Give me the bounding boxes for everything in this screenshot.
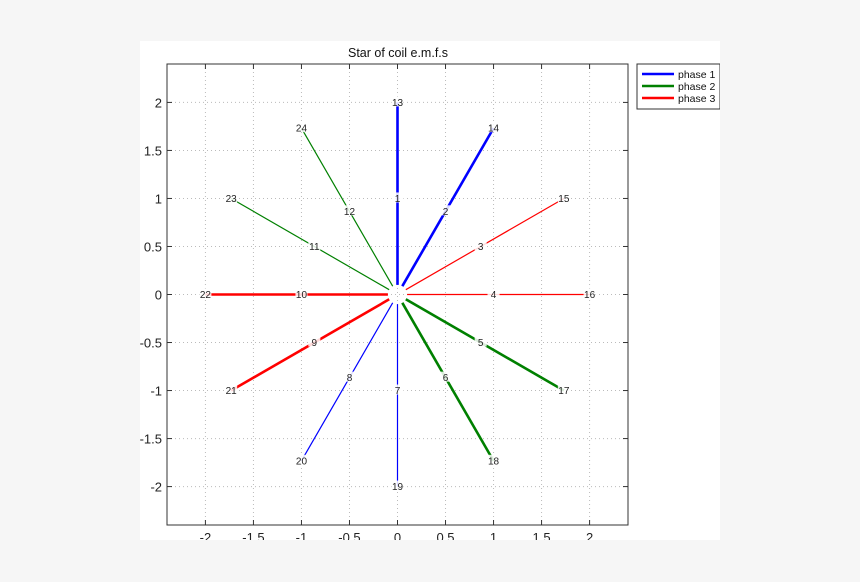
- point-label-bg: [439, 205, 452, 216]
- point-label: 14: [488, 124, 500, 135]
- point-label-bg: [308, 240, 321, 251]
- point-label-bg: [225, 384, 238, 395]
- point-label-bg: [391, 480, 404, 491]
- point-label: 19: [392, 482, 404, 493]
- point-label-bg: [391, 192, 404, 203]
- x-tick-label: -1: [296, 530, 308, 540]
- point-label-bg: [295, 122, 308, 133]
- point-label: 21: [226, 386, 238, 397]
- point-label: 16: [584, 290, 596, 301]
- point-label: 20: [296, 456, 308, 467]
- point-label: 8: [347, 373, 353, 384]
- point-label: 6: [443, 373, 449, 384]
- x-tick-label: 0.5: [436, 530, 454, 540]
- y-tick-label: 1.5: [144, 143, 162, 158]
- point-label-bg: [583, 288, 596, 299]
- chart-title: Star of coil e.m.f.s: [348, 46, 448, 60]
- figure: Star of coil e.m.f.s 1 2 3 4 5 6 7 8 9 10 11 12 13 14…: [140, 41, 720, 540]
- y-tick-label: 1: [155, 191, 162, 206]
- y-tick-label: -1.5: [140, 432, 162, 447]
- y-tick-label: 0: [155, 288, 162, 303]
- x-tick-label: -1.5: [242, 530, 264, 540]
- point-label: 9: [312, 338, 318, 349]
- point-label: 12: [344, 207, 356, 218]
- grid: [167, 64, 628, 525]
- point-label: 23: [226, 194, 238, 205]
- y-tick-label: -1: [150, 384, 162, 399]
- point-label: 7: [395, 386, 401, 397]
- y-tick-label: 2: [155, 95, 162, 110]
- legend-label-phase-3: phase 3: [678, 93, 716, 105]
- plot-canvas: Star of coil e.m.f.s 1234567891011121314…: [140, 46, 720, 540]
- point-label-bg: [391, 96, 404, 107]
- x-tick-label: -0.5: [338, 530, 360, 540]
- phasor-ray: [300, 302, 394, 462]
- point-label: 4: [491, 290, 497, 301]
- legend-label-phase-1: phase 1: [678, 69, 716, 81]
- point-label-bg: [487, 122, 500, 133]
- point-label: 3: [478, 242, 484, 253]
- legend-label-phase-2: phase 2: [678, 81, 716, 93]
- y-tick-label: -2: [150, 480, 162, 495]
- point-label-bg: [391, 384, 404, 395]
- point-label: 17: [558, 386, 570, 397]
- axis-ticks: -2 -1.5 -1 -0.5 0 0.5 1 1.5 221.510.50-0.5-1-1.5…: [140, 64, 628, 540]
- phasor-rays: [205, 102, 590, 487]
- point-label: 1: [395, 194, 401, 205]
- point-label: 11: [309, 242, 320, 253]
- point-label-bg: [295, 288, 308, 299]
- point-label-bg: [199, 288, 212, 299]
- point-label-bg: [487, 454, 500, 465]
- y-tick-label: -0.5: [140, 336, 162, 351]
- point-label-bg: [439, 371, 452, 382]
- point-label: 13: [392, 98, 404, 109]
- point-label: 15: [558, 194, 570, 205]
- point-label-bg: [343, 371, 356, 382]
- point-label: 10: [296, 290, 308, 301]
- point-label-bg: [487, 288, 500, 299]
- point-label-bg: [474, 336, 487, 347]
- legend: phase 1 phase 2 phase 3: [636, 63, 720, 110]
- point-label-bg: [557, 384, 570, 395]
- point-label: 5: [478, 338, 484, 349]
- y-tick-label: 0.5: [144, 239, 162, 254]
- point-label-bg: [295, 454, 308, 465]
- point-label: 2: [443, 207, 449, 218]
- point-label: 22: [200, 290, 212, 301]
- x-tick-label: 1.5: [533, 530, 551, 540]
- x-tick-label: 1: [490, 530, 497, 540]
- phasor-ray: [401, 302, 495, 462]
- x-tick-label: 0: [394, 530, 401, 540]
- x-tick-label: 2: [586, 530, 593, 540]
- point-label: 18: [488, 456, 500, 467]
- point-label-bg: [474, 240, 487, 251]
- x-tick-label: -2: [200, 530, 212, 540]
- point-label-bg: [343, 205, 356, 216]
- point-label-bg: [225, 192, 238, 203]
- point-label: 24: [296, 124, 308, 135]
- point-label-bg: [308, 336, 321, 347]
- point-label-bg: [557, 192, 570, 203]
